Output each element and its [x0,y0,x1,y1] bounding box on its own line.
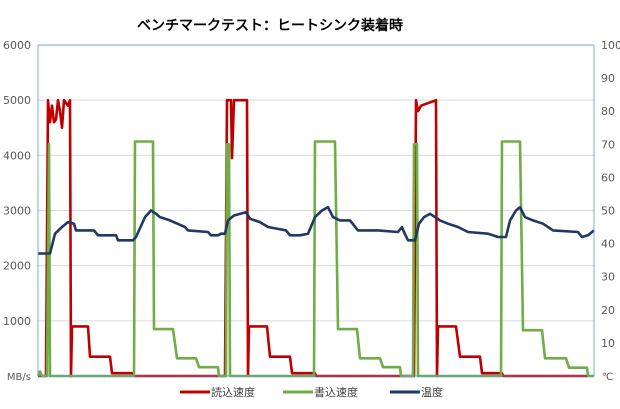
series-line-2 [38,205,595,255]
left-tick-label: 2000 [3,260,31,273]
legend-item: 書込速度 [283,385,358,399]
right-tick-label: 90 [601,72,615,85]
legend: 読込速度 書込速度 温度 [180,385,443,399]
left-axis-ticks: 1000 2000 3000 4000 5000 6000 [3,39,31,328]
legend-label: 温度 [421,385,443,399]
right-tick-label: 100 [601,39,620,52]
right-tick-label: 20 [601,304,615,317]
right-axis-label: ℃ [602,372,613,383]
legend-label: 読込速度 [211,385,255,399]
right-tick-label: 80 [601,105,615,118]
legend-item: 温度 [390,385,443,399]
right-tick-label: 60 [601,171,615,184]
right-tick-label: 10 [601,337,615,350]
left-tick-label: 4000 [3,149,31,162]
left-tick-label: 5000 [3,94,31,107]
series-lines [36,98,595,378]
left-tick-label: 1000 [3,315,31,328]
right-tick-label: 50 [601,205,615,218]
legend-label: 書込速度 [314,385,358,399]
left-tick-label: 6000 [3,39,31,52]
right-axis-ticks: 10 20 30 40 50 60 70 80 90 100 [601,39,620,350]
right-tick-label: 70 [601,138,615,151]
right-tick-label: 40 [601,238,615,251]
chart-title: ベンチマークテスト：ヒートシンク装着時 [137,17,403,34]
right-tick-label: 30 [601,271,615,284]
series-line-1 [36,140,594,378]
plot-border [37,44,595,377]
left-tick-label: 3000 [3,205,31,218]
legend-item: 読込速度 [180,385,255,399]
left-axis-label: MB/s [7,372,31,383]
